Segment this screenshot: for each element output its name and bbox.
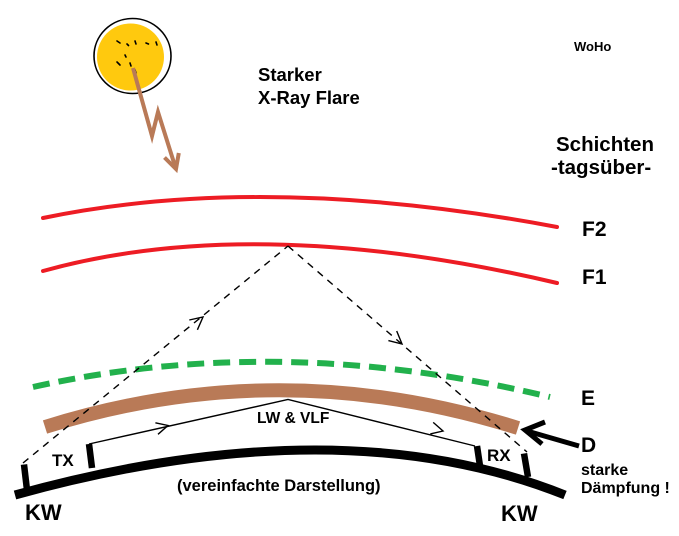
- kw-label-right: KW: [501, 501, 538, 526]
- kw-ray-ascending: [22, 245, 289, 464]
- tx-site-left-mark: [20, 464, 31, 491]
- layers-heading-line1: Schichten: [556, 133, 654, 156]
- damping-note-line2: Dämpfung !: [581, 480, 670, 497]
- lightning-arrow-icon: [131, 67, 177, 167]
- tx-station-label: TX: [52, 451, 74, 470]
- f2-layer-line: [41, 195, 559, 229]
- f1-layer-label: F1: [582, 266, 607, 289]
- flare-title: Starker X-Ray Flare: [258, 63, 360, 109]
- f1-layer-line: [41, 242, 559, 285]
- layers-heading: Schichten -tagsüber-: [551, 133, 654, 179]
- d-layer-band: [42, 383, 521, 435]
- earth-surface-line: [13, 445, 567, 500]
- rx-site-left-mark: [473, 445, 484, 467]
- kw-ray-arrowhead-down: [388, 330, 404, 346]
- kw-label-left: KW: [25, 500, 62, 525]
- layers-heading-line2: -tagsüber-: [551, 155, 652, 179]
- diagram-caption: (vereinfachte Darstellung): [177, 477, 381, 495]
- damping-note: starke Dämpfung !: [581, 462, 670, 498]
- e-layer-label: E: [581, 387, 596, 410]
- lightning-arrowhead: [163, 152, 181, 174]
- sun-icon: [97, 23, 164, 91]
- kw-ray-descending: [287, 245, 528, 453]
- lw-vlf-ray-arrowhead-right: [430, 421, 445, 435]
- rx-site-right-mark: [520, 452, 532, 478]
- lw-vlf-path-label: LW & VLF: [257, 410, 330, 427]
- flare-title-line2: X-Ray Flare: [258, 87, 360, 108]
- e-layer-line: [32, 358, 551, 400]
- d-layer-label: D: [581, 434, 597, 457]
- flare-title-line1: Starker: [258, 64, 322, 85]
- damping-note-line1: starke: [581, 462, 629, 479]
- rx-station-label: RX: [487, 446, 511, 465]
- watermark-text: WoHo: [574, 39, 612, 54]
- kw-ray-arrowhead-up: [189, 316, 205, 331]
- d-layer-pointer-arrow-icon: [520, 419, 580, 449]
- lw-vlf-ray-arrowhead-left: [155, 422, 170, 435]
- lw-vlf-ray-path: [88, 398, 476, 447]
- f2-layer-label: F2: [582, 218, 607, 241]
- tx-site-right-mark: [85, 443, 96, 469]
